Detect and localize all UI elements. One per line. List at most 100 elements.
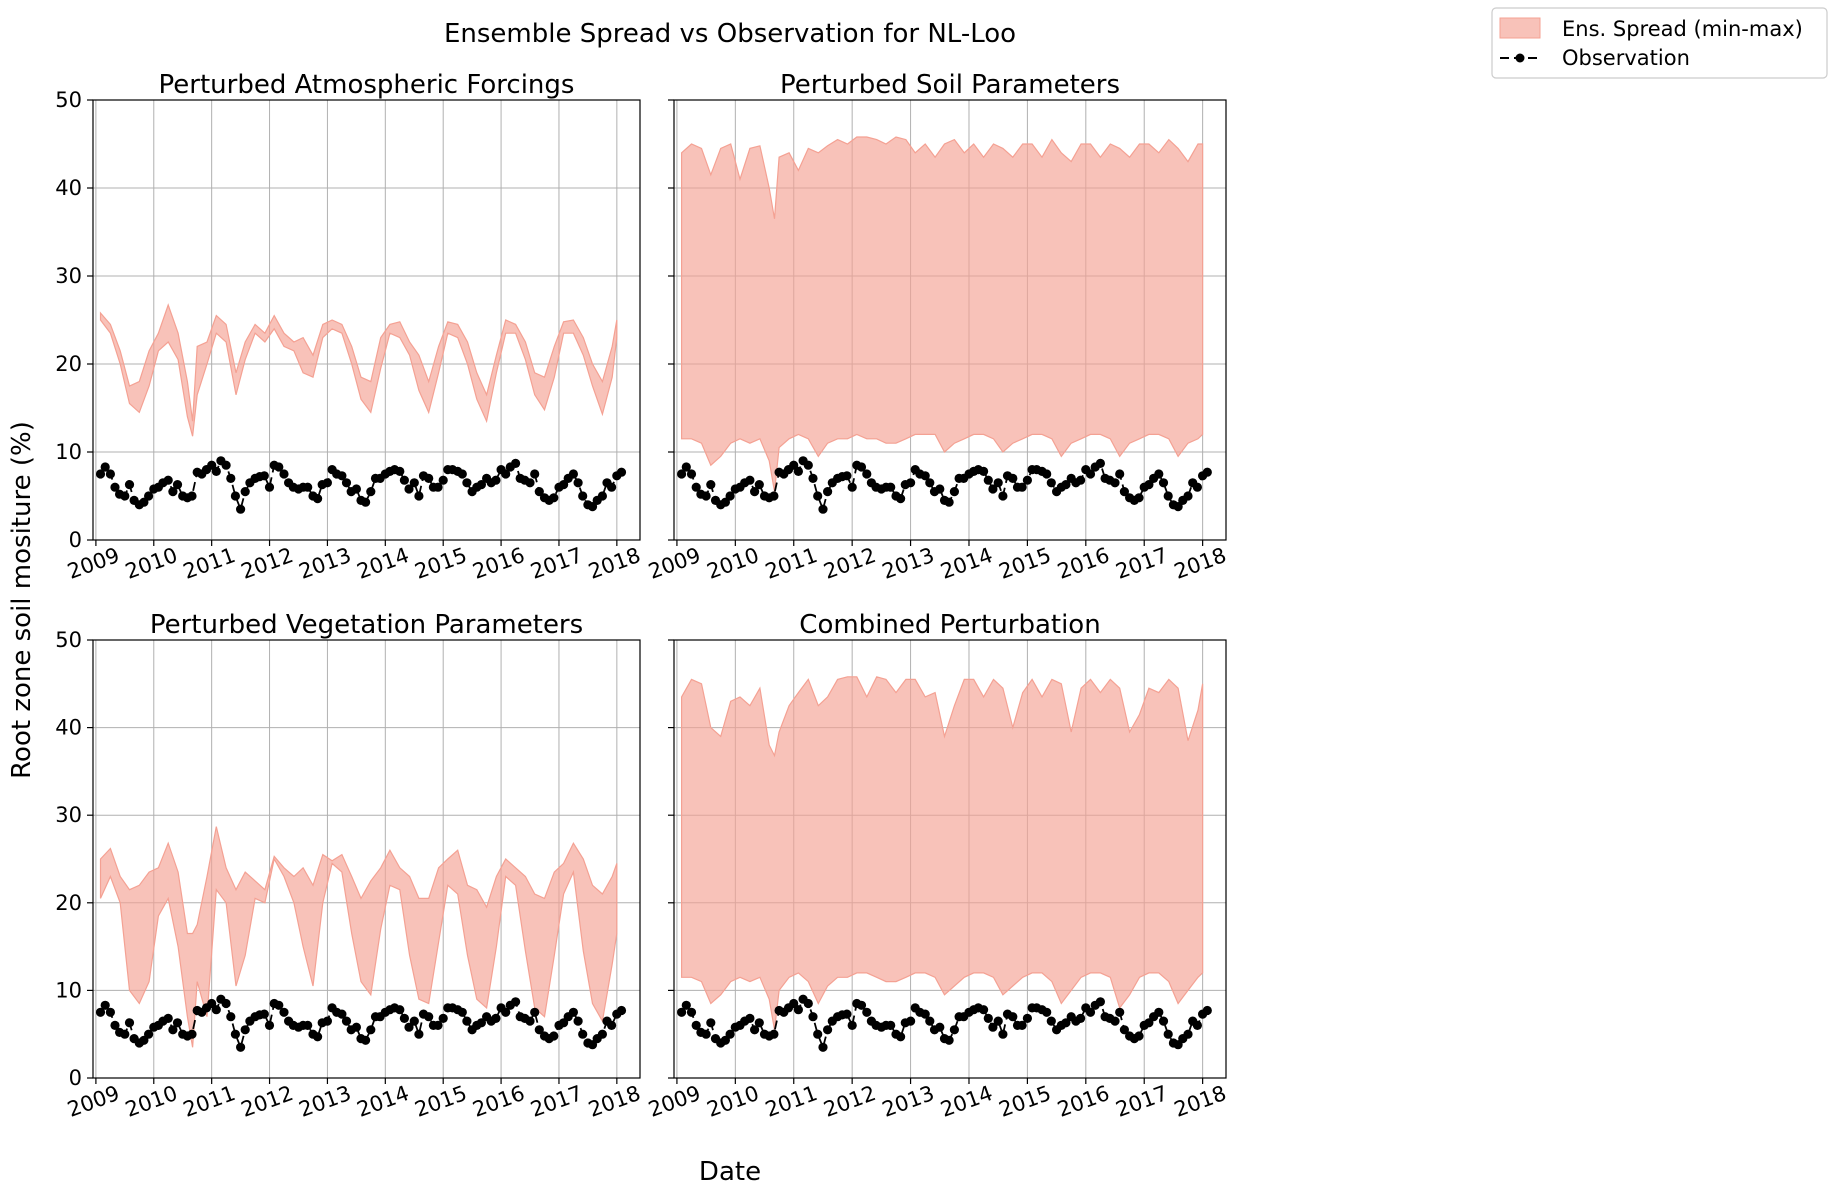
observation-point <box>274 1000 284 1010</box>
observation-point <box>607 482 617 492</box>
figure-suptitle: Ensemble Spread vs Observation for NL-Lo… <box>444 19 1016 49</box>
observation-point <box>221 998 231 1009</box>
observation-point <box>925 1016 935 1026</box>
x-tick-label: 2018 <box>585 1081 643 1122</box>
observation-point <box>706 480 716 490</box>
observation-point <box>414 1029 424 1039</box>
observation-point <box>607 1020 617 1030</box>
observation-point <box>259 471 269 481</box>
observation-point <box>1022 475 1032 485</box>
x-tick-label: 2017 <box>1113 1081 1171 1122</box>
x-tick-label: 2014 <box>354 1081 412 1122</box>
x-tick-label: 2014 <box>354 543 412 584</box>
observation-point <box>988 484 998 494</box>
x-tick-label: 2016 <box>469 1081 527 1122</box>
observation-point <box>573 1016 583 1026</box>
observation-point <box>395 466 405 476</box>
observation-point <box>823 487 833 497</box>
observation-point <box>1163 1029 1173 1039</box>
observation-point <box>264 482 275 492</box>
observation-point <box>998 1029 1008 1039</box>
observation-point <box>211 466 221 476</box>
observation-point <box>993 1016 1003 1026</box>
observation-point <box>510 997 521 1007</box>
observation-point <box>530 469 540 479</box>
observation-point <box>1154 469 1164 479</box>
observation-point <box>979 466 989 476</box>
observation-point <box>1061 480 1071 490</box>
observation-point <box>818 504 828 514</box>
y-tick-label: 0 <box>69 528 82 552</box>
observation-point <box>935 1022 945 1032</box>
observation-point <box>1046 478 1056 488</box>
observation-point <box>462 478 472 488</box>
observation-point <box>842 471 852 481</box>
observation-point <box>168 487 178 497</box>
observation-point <box>404 1022 414 1032</box>
observation-point <box>725 1029 735 1039</box>
observation-point <box>754 1018 764 1028</box>
observation-point <box>1192 482 1202 492</box>
observation-point <box>100 462 110 472</box>
observation-point <box>236 504 246 514</box>
observation-point <box>144 491 154 501</box>
observation-point <box>351 484 361 494</box>
observation-point <box>769 491 779 501</box>
observation-point <box>808 473 818 483</box>
observation-point <box>1119 487 1129 497</box>
observation-point <box>750 487 760 497</box>
observation-point <box>793 466 804 476</box>
observation-point <box>691 1020 701 1030</box>
observation-point <box>230 491 240 501</box>
observation-point <box>1076 475 1086 485</box>
observation-point <box>124 480 135 490</box>
subplot-title: Perturbed Soil Parameters <box>780 70 1120 100</box>
observation-point <box>847 482 857 492</box>
x-tick-label: 2011 <box>180 543 238 584</box>
observation-point <box>988 1022 998 1032</box>
observation-point <box>230 1029 240 1039</box>
observation-point <box>823 1025 833 1035</box>
observation-point <box>1095 997 1105 1007</box>
observation-point <box>1110 478 1120 488</box>
subplot-title: Perturbed Atmospheric Forcings <box>159 70 575 100</box>
x-tick-label: 2018 <box>585 543 643 584</box>
observation-point <box>793 1005 804 1015</box>
observation-point <box>313 1032 323 1042</box>
observation-point <box>920 1009 930 1019</box>
legend-frame <box>1491 7 1828 79</box>
observation-point <box>279 469 289 479</box>
observation-point <box>337 1009 347 1019</box>
x-tick-label: 2018 <box>1171 1081 1229 1122</box>
observation-point <box>221 460 231 470</box>
x-tick-label: 2012 <box>821 543 879 584</box>
observation-point <box>944 1035 954 1045</box>
observation-point <box>677 1007 687 1017</box>
observation-point <box>925 478 935 488</box>
observation-point <box>1061 1018 1071 1028</box>
observation-point <box>1163 491 1173 501</box>
observation-point <box>187 491 197 501</box>
legend-spread-swatch <box>1499 17 1541 39</box>
observation-point <box>120 1029 130 1039</box>
observation-point <box>501 469 511 479</box>
x-tick-label: 2013 <box>879 543 937 584</box>
x-tick-label: 2017 <box>527 543 585 584</box>
observation-point <box>886 1020 896 1030</box>
observation-point <box>706 1018 716 1028</box>
observation-point <box>264 1020 275 1030</box>
observation-point <box>998 491 1008 501</box>
observation-point <box>847 1020 857 1030</box>
observation-point <box>322 478 332 488</box>
observation-point <box>424 1012 434 1022</box>
observation-point <box>1158 478 1169 488</box>
observation-point <box>803 460 813 470</box>
x-tick-label: 2011 <box>762 543 820 584</box>
observation-point <box>1202 1005 1212 1016</box>
observation-point <box>568 469 579 479</box>
observation-point <box>361 1035 371 1045</box>
observation-point <box>1183 491 1193 501</box>
observation-point <box>681 1000 691 1010</box>
observation-point <box>750 1025 760 1035</box>
observation-point <box>240 487 250 497</box>
